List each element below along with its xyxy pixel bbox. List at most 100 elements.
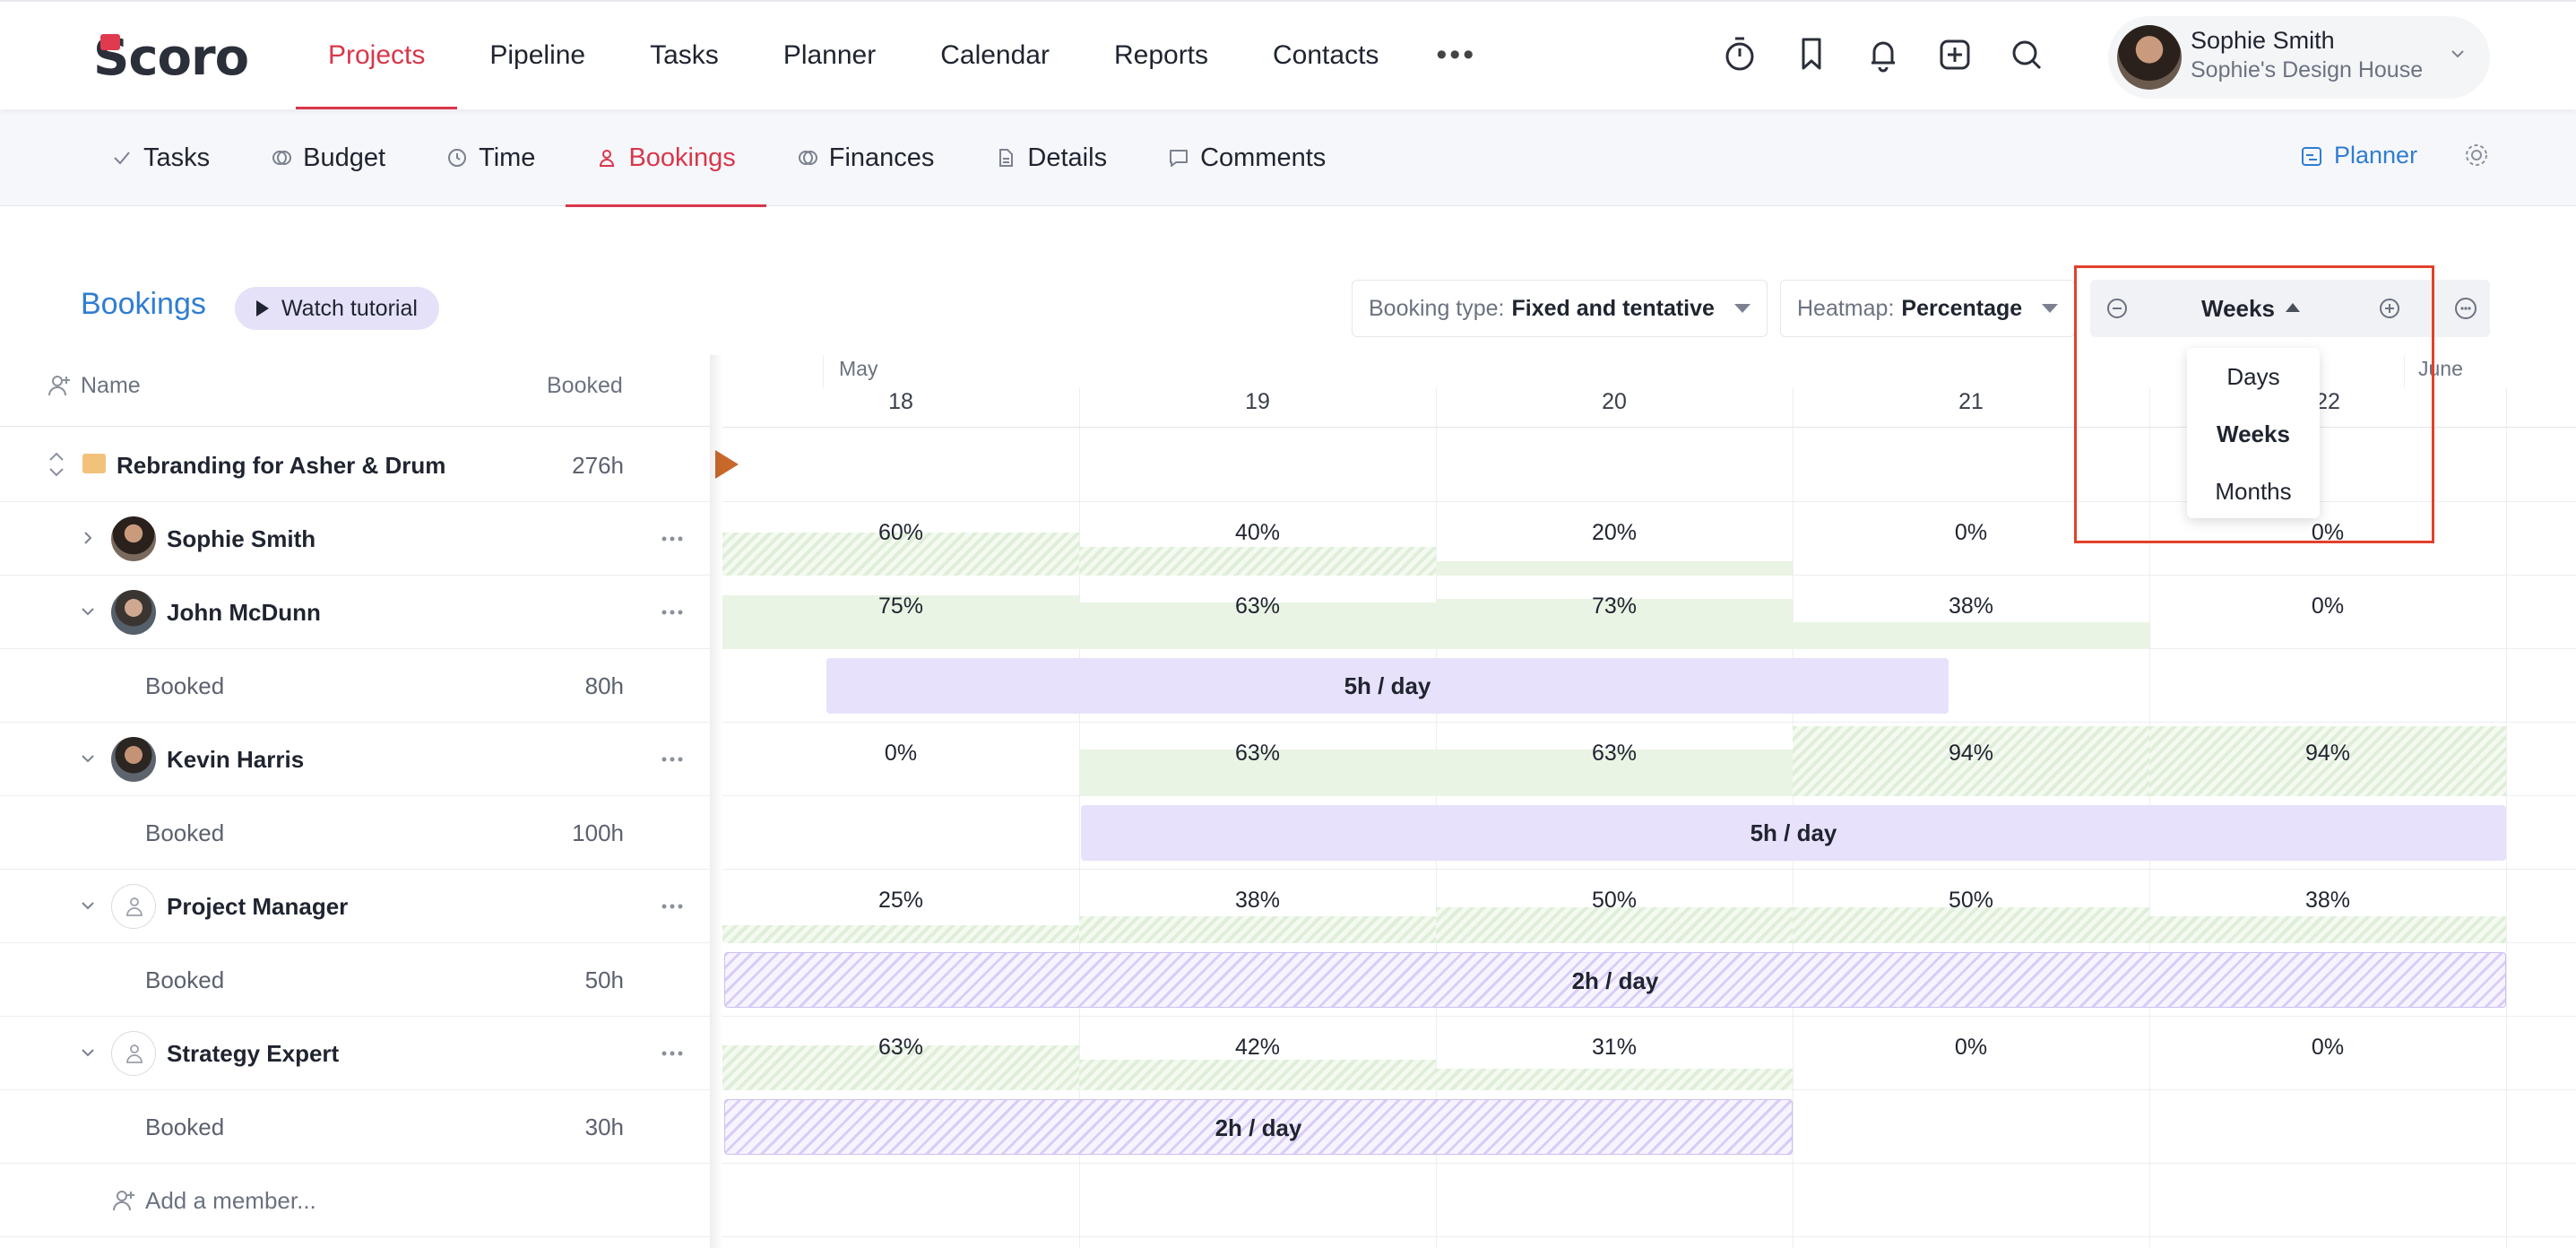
tab-tasks[interactable]: Tasks <box>81 109 240 206</box>
heat-cell[interactable]: 60% <box>722 502 1079 576</box>
more-options-icon[interactable] <box>661 610 683 615</box>
heat-cell[interactable]: 63% <box>1436 723 1793 796</box>
booking-bar-tentative[interactable]: 2h / day <box>724 952 2506 1008</box>
heat-cell[interactable]: 38% <box>2149 870 2506 943</box>
project-start-marker[interactable] <box>715 450 739 479</box>
chat-icon[interactable] <box>2442 280 2490 337</box>
heat-cell[interactable]: 0% <box>1793 1017 2149 1090</box>
zoom-option-weeks[interactable]: Weeks <box>2217 420 2290 447</box>
role-row-strategy-expert[interactable]: Strategy Expert <box>0 1017 710 1090</box>
table-header: Name Booked <box>0 355 710 427</box>
booking-type-filter[interactable]: Booking type: Fixed and tentative <box>1352 280 1768 337</box>
booking-bar[interactable]: 5h / day <box>826 658 1949 714</box>
heat-cell[interactable]: 38% <box>1079 870 1436 943</box>
heat-cell[interactable]: 38% <box>1793 576 2149 649</box>
nav-reports[interactable]: Reports <box>1113 40 1209 70</box>
chevron-down-icon[interactable] <box>79 602 97 620</box>
user-menu[interactable]: Sophie Smith Sophie's Design House <box>2108 16 2490 99</box>
chevron-down-icon[interactable] <box>79 897 97 914</box>
booking-bar-tentative[interactable]: 2h / day <box>724 1099 1793 1155</box>
planner-link[interactable]: Planner <box>2300 142 2417 169</box>
person-icon <box>126 1044 143 1063</box>
heat-cell[interactable]: 50% <box>1793 870 2149 943</box>
avatar <box>111 516 156 561</box>
booked-hours: 30h <box>584 1114 624 1140</box>
nav-calendar[interactable]: Calendar <box>940 40 1050 70</box>
tab-details[interactable]: Details <box>964 109 1137 206</box>
heat-cell[interactable]: 40% <box>1079 502 1436 576</box>
more-options-icon[interactable] <box>661 904 683 909</box>
heat-cell[interactable]: 94% <box>1793 723 2149 796</box>
nav-tasks[interactable]: Tasks <box>650 40 719 70</box>
add-icon[interactable] <box>1938 34 1972 74</box>
nav-planner[interactable]: Planner <box>782 40 877 70</box>
add-person-icon[interactable] <box>47 373 72 398</box>
chevron-down-icon[interactable] <box>79 750 97 767</box>
zoom-option-days[interactable]: Days <box>2226 363 2280 390</box>
more-options-icon[interactable] <box>661 757 683 762</box>
heat-cell[interactable]: 25% <box>722 870 1079 943</box>
heat-cell[interactable]: 31% <box>1436 1017 1793 1090</box>
nav-pipeline[interactable]: Pipeline <box>489 40 586 70</box>
tab-comments[interactable]: Comments <box>1137 109 1356 206</box>
heat-cell[interactable]: 63% <box>722 1017 1079 1090</box>
heat-percent: 38% <box>2304 888 2351 913</box>
heat-cell[interactable]: 20% <box>1436 502 1793 576</box>
booking-bar[interactable]: 5h / day <box>1081 805 2506 861</box>
clock-icon <box>448 149 467 167</box>
zoom-option-months[interactable]: Months <box>2215 478 2292 505</box>
heat-cell[interactable]: 42% <box>1079 1017 1436 1090</box>
bell-icon[interactable] <box>1866 34 1900 74</box>
zoom-out-icon[interactable] <box>2105 296 2130 321</box>
heat-percent: 73% <box>1591 594 1638 619</box>
heat-cell[interactable]: 0% <box>1793 502 2149 576</box>
tab-time[interactable]: Time <box>416 109 566 206</box>
chevron-down-icon[interactable] <box>79 1044 97 1062</box>
nav-contacts[interactable]: Contacts <box>1273 40 1379 70</box>
timeline-grid: May June 18 19 20 21 22 60% 40% 20% 0% 0… <box>715 355 2576 1248</box>
grid-header-line <box>722 427 2576 428</box>
heat-cell[interactable]: 73% <box>1436 576 1793 649</box>
project-row[interactable]: Rebranding for Asher & Drum 276h <box>0 429 710 502</box>
heat-cell[interactable]: 0% <box>2149 1017 2506 1090</box>
heatmap-row-sophie: 60% 40% 20% 0% 0% <box>722 502 2576 576</box>
zoom-dropdown-menu: Days Weeks Months <box>2187 348 2320 518</box>
heat-cell[interactable]: 0% <box>722 723 1079 796</box>
tab-bookings[interactable]: Bookings <box>566 109 767 207</box>
nav-more-button[interactable]: ••• <box>1436 38 1477 72</box>
top-navigation: Scoro Projects Pipeline Tasks Planner Ca… <box>0 0 2576 109</box>
bookmark-icon[interactable] <box>1794 34 1828 74</box>
member-row-kevin[interactable]: Kevin Harris <box>0 723 710 796</box>
document-icon <box>999 149 1014 167</box>
column-divider <box>710 355 722 1248</box>
heat-cell[interactable]: 50% <box>1436 870 1793 943</box>
member-row-john[interactable]: John McDunn <box>0 576 710 649</box>
zoom-in-icon[interactable] <box>2377 296 2402 321</box>
tab-budget[interactable]: Budget <box>240 109 416 206</box>
member-row-sophie[interactable]: Sophie Smith <box>0 502 710 576</box>
booked-label: Booked <box>145 819 225 846</box>
scoro-logo[interactable]: Scoro <box>93 29 249 87</box>
search-icon[interactable] <box>2010 34 2044 74</box>
more-options-icon[interactable] <box>661 536 683 542</box>
gear-icon[interactable] <box>2463 142 2490 169</box>
expand-collapse-icon[interactable] <box>47 450 66 479</box>
stopwatch-icon[interactable] <box>1723 34 1757 74</box>
tab-finances[interactable]: Finances <box>766 109 965 206</box>
role-row-project-manager[interactable]: Project Manager <box>0 870 710 943</box>
heat-cell[interactable]: 63% <box>1079 723 1436 796</box>
heat-cell[interactable]: 75% <box>722 576 1079 649</box>
add-member-button[interactable]: Add a member... <box>111 1164 316 1237</box>
zoom-level-select[interactable]: Weeks <box>2201 295 2275 322</box>
booking-row-project-manager: Booked 50h <box>0 943 710 1017</box>
chevron-right-icon[interactable] <box>79 529 97 547</box>
heat-cell[interactable]: 63% <box>1079 576 1436 649</box>
nav-projects[interactable]: Projects <box>296 2 458 109</box>
heatmap-filter[interactable]: Heatmap: Percentage <box>1780 280 2076 337</box>
watch-tutorial-button[interactable]: Watch tutorial <box>235 287 439 330</box>
add-member-row[interactable]: Add a member... <box>0 1164 710 1237</box>
heat-cell[interactable]: 94% <box>2149 723 2506 796</box>
more-options-icon[interactable] <box>661 1051 683 1056</box>
heat-cell[interactable]: 0% <box>2149 576 2506 649</box>
caret-down-icon <box>1733 304 1750 313</box>
